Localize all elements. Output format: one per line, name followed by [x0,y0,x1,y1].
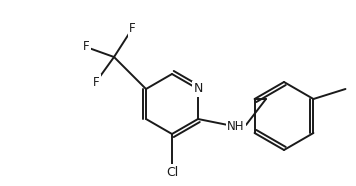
Text: Cl: Cl [166,166,178,179]
Text: F: F [129,23,135,36]
Text: N: N [193,83,203,95]
Text: F: F [93,76,99,89]
Text: NH: NH [227,121,245,134]
Text: F: F [83,41,89,54]
